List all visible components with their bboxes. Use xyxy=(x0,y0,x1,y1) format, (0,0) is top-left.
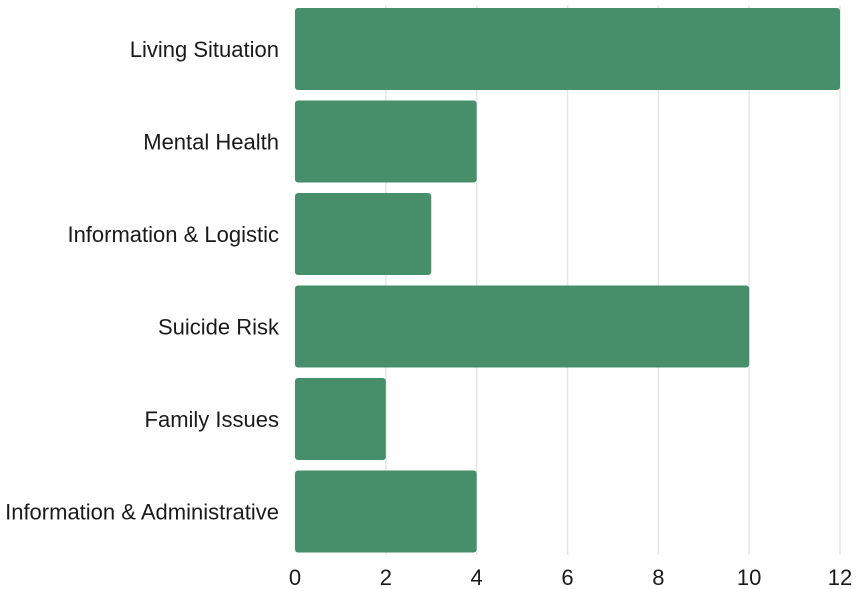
x-tick-label-8: 8 xyxy=(652,565,664,589)
category-labels: Living Situation Mental Health Information… xyxy=(5,37,280,525)
bar-information-administrative xyxy=(295,470,477,553)
category-label: Mental Health xyxy=(143,130,279,155)
x-tick-label-0: 0 xyxy=(289,565,301,589)
category-label: Information & Administrative xyxy=(5,500,279,525)
bar-suicide-risk xyxy=(295,285,750,368)
bar-information-logistic xyxy=(295,193,432,275)
x-tick-label-6: 6 xyxy=(561,565,573,589)
category-label: Suicide Risk xyxy=(158,315,280,340)
x-axis-tick-labels: 0 2 4 6 8 10 12 xyxy=(289,565,852,589)
category-label: Living Situation xyxy=(130,37,279,62)
x-tick-label-12: 12 xyxy=(828,565,852,589)
x-tick-label-10: 10 xyxy=(737,565,761,589)
category-label: Information & Logistic xyxy=(67,222,279,247)
category-label: Family Issues xyxy=(145,407,279,432)
gridlines xyxy=(385,5,841,555)
bars xyxy=(295,8,840,553)
bar-living-situation xyxy=(295,8,840,90)
x-tick-label-4: 4 xyxy=(471,565,483,589)
x-tick-label-2: 2 xyxy=(380,565,392,589)
bar-mental-health xyxy=(295,100,477,183)
bar-family-issues xyxy=(295,378,386,460)
